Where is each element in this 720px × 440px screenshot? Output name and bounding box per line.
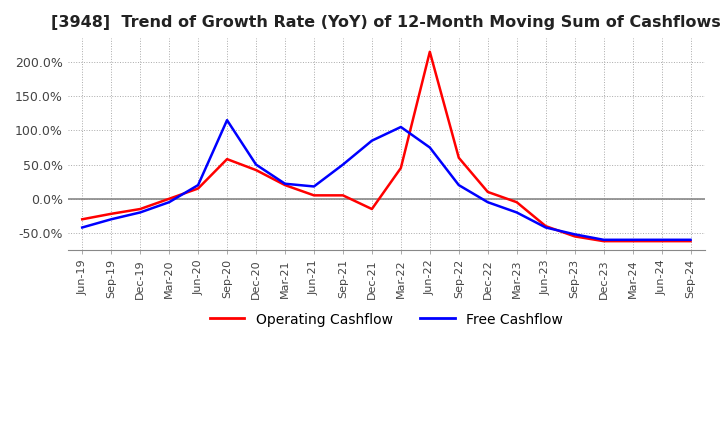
Free Cashflow <box>310 184 318 189</box>
Free Cashflow <box>513 210 521 215</box>
Free Cashflow <box>194 183 202 188</box>
Free Cashflow <box>599 237 608 242</box>
Operating Cashflow <box>78 216 86 222</box>
Free Cashflow <box>426 145 434 150</box>
Operating Cashflow <box>194 186 202 191</box>
Free Cashflow <box>281 181 289 187</box>
Operating Cashflow <box>281 183 289 188</box>
Free Cashflow <box>397 125 405 130</box>
Free Cashflow <box>252 162 261 167</box>
Free Cashflow <box>657 237 666 242</box>
Free Cashflow <box>454 183 463 188</box>
Operating Cashflow <box>454 155 463 161</box>
Free Cashflow <box>541 225 550 230</box>
Free Cashflow <box>686 237 695 242</box>
Operating Cashflow <box>252 167 261 172</box>
Operating Cashflow <box>368 206 377 212</box>
Operating Cashflow <box>136 206 145 212</box>
Free Cashflow <box>165 200 174 205</box>
Operating Cashflow <box>222 157 231 162</box>
Free Cashflow <box>78 225 86 230</box>
Line: Free Cashflow: Free Cashflow <box>82 120 690 240</box>
Title: [3948]  Trend of Growth Rate (YoY) of 12-Month Moving Sum of Cashflows: [3948] Trend of Growth Rate (YoY) of 12-… <box>52 15 720 30</box>
Line: Operating Cashflow: Operating Cashflow <box>82 52 690 241</box>
Free Cashflow <box>570 232 579 237</box>
Operating Cashflow <box>657 238 666 244</box>
Free Cashflow <box>107 216 115 222</box>
Operating Cashflow <box>686 238 695 244</box>
Operating Cashflow <box>483 189 492 194</box>
Free Cashflow <box>222 117 231 123</box>
Operating Cashflow <box>599 238 608 244</box>
Free Cashflow <box>136 210 145 215</box>
Operating Cashflow <box>107 211 115 216</box>
Operating Cashflow <box>397 165 405 171</box>
Free Cashflow <box>629 237 637 242</box>
Free Cashflow <box>483 200 492 205</box>
Operating Cashflow <box>541 224 550 229</box>
Operating Cashflow <box>570 234 579 239</box>
Operating Cashflow <box>338 193 347 198</box>
Free Cashflow <box>368 138 377 143</box>
Operating Cashflow <box>310 193 318 198</box>
Operating Cashflow <box>165 196 174 202</box>
Legend: Operating Cashflow, Free Cashflow: Operating Cashflow, Free Cashflow <box>204 307 569 332</box>
Operating Cashflow <box>513 200 521 205</box>
Operating Cashflow <box>629 238 637 244</box>
Free Cashflow <box>338 162 347 167</box>
Operating Cashflow <box>426 49 434 55</box>
